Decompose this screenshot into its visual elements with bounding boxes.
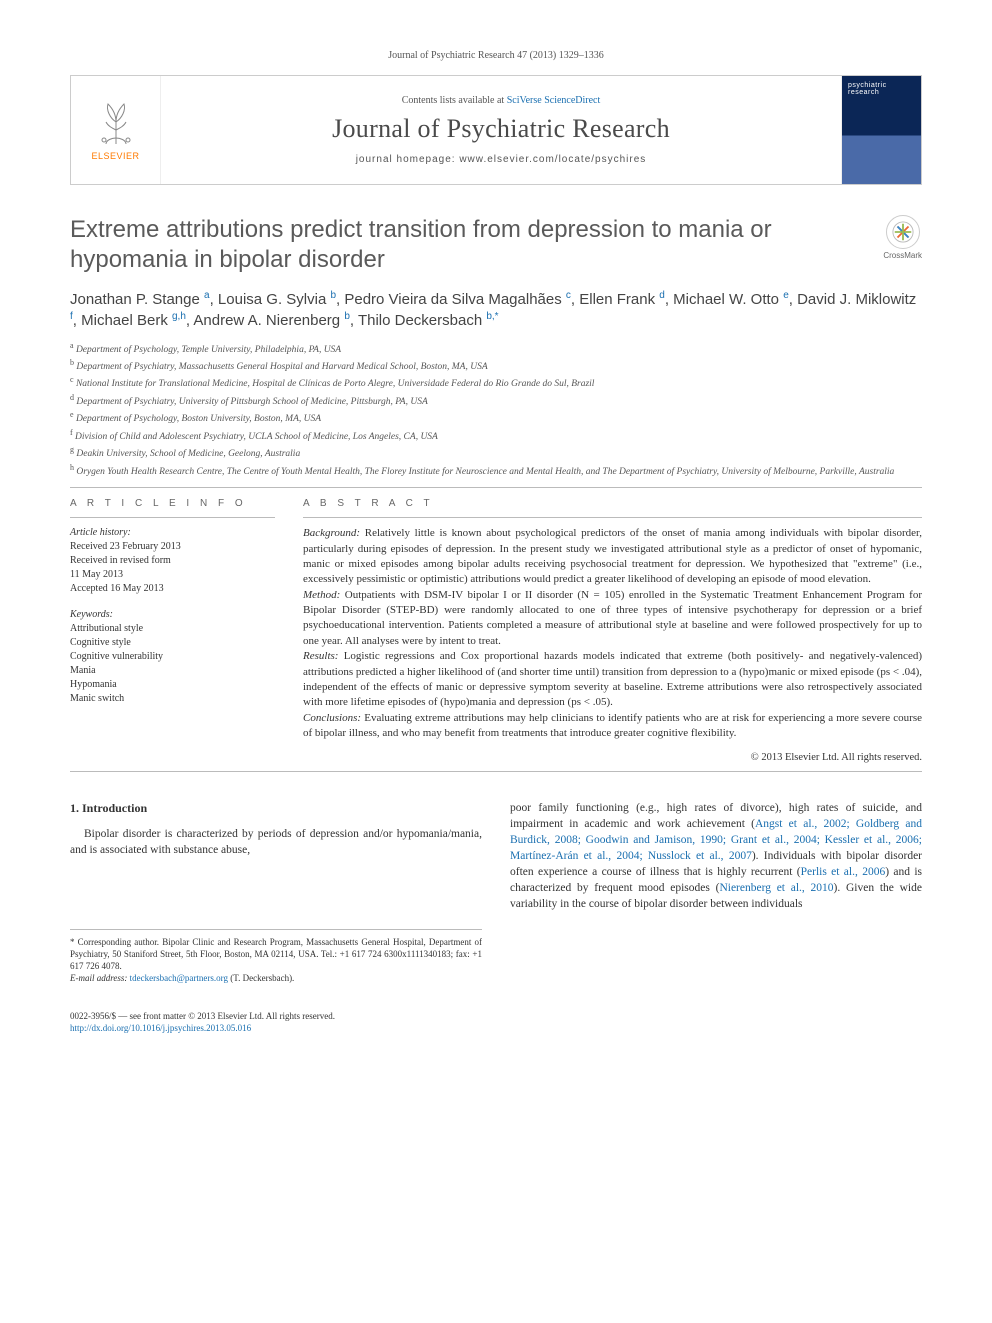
publisher-name: ELSEVIER: [91, 151, 139, 161]
abstract-background: Relatively little is known about psychol…: [303, 527, 922, 585]
body-column-right: poor family functioning (e.g., high rate…: [510, 800, 922, 985]
abstract-method: Outpatients with DSM-IV bipolar I or II …: [303, 589, 922, 647]
keyword: Manic switch: [70, 692, 275, 706]
info-rule: [70, 517, 275, 518]
abstract-conclusions-label: Conclusions:: [303, 712, 361, 724]
keyword: Cognitive style: [70, 636, 275, 650]
contents-available-line: Contents lists available at SciVerse Sci…: [402, 95, 601, 106]
abstract-copyright: © 2013 Elsevier Ltd. All rights reserved…: [303, 752, 922, 763]
abstract-rule: [303, 517, 922, 518]
affiliation-line: c National Institute for Translational M…: [70, 374, 922, 391]
affiliation-line: f Division of Child and Adolescent Psych…: [70, 427, 922, 444]
footer-issn-line: 0022-3956/$ — see front matter © 2013 El…: [70, 1010, 922, 1022]
banner-middle: Contents lists available at SciVerse Sci…: [161, 76, 841, 184]
intro-paragraph-right: poor family functioning (e.g., high rate…: [510, 800, 922, 913]
crossmark-icon: [886, 215, 920, 249]
article-title: Extreme attributions predict transition …: [70, 215, 867, 275]
corr-email-link[interactable]: tdeckersbach@partners.org: [130, 973, 228, 983]
journal-cover-thumbnail[interactable]: psychiatric research: [841, 76, 921, 184]
journal-homepage-line: journal homepage: www.elsevier.com/locat…: [356, 154, 647, 165]
citation-link[interactable]: Nierenberg et al., 2010: [719, 882, 833, 894]
homepage-label: journal homepage:: [356, 154, 460, 165]
abstract-results: Logistic regressions and Cox proportiona…: [303, 650, 922, 708]
affiliation-line: b Department of Psychiatry, Massachusett…: [70, 357, 922, 374]
article-history-block: Article history: Received 23 February 20…: [70, 526, 275, 596]
corr-email-label: E-mail address:: [70, 973, 127, 983]
abstract-method-label: Method:: [303, 589, 340, 601]
journal-name: Journal of Psychiatric Research: [332, 114, 670, 144]
intro-paragraph-left: Bipolar disorder is characterized by per…: [70, 826, 482, 858]
affiliation-line: h Orygen Youth Health Research Centre, T…: [70, 462, 922, 479]
history-label: Article history:: [70, 526, 275, 540]
affiliation-line: a Department of Psychology, Temple Unive…: [70, 340, 922, 357]
keyword: Cognitive vulnerability: [70, 650, 275, 664]
page-container: Journal of Psychiatric Research 47 (2013…: [0, 0, 992, 1074]
affiliation-line: e Department of Psychology, Boston Unive…: [70, 409, 922, 426]
divider-rule: [70, 487, 922, 488]
history-line: Received 23 February 2013: [70, 540, 275, 554]
citation-link[interactable]: Perlis et al., 2006: [801, 866, 886, 878]
affiliation-line: d Department of Psychiatry, University o…: [70, 392, 922, 409]
body-column-left: 1. Introduction Bipolar disorder is char…: [70, 800, 482, 985]
author-list: Jonathan P. Stange a, Louisa G. Sylvia b…: [70, 289, 922, 332]
crossmark-label: CrossMark: [883, 251, 922, 260]
corr-email-person: (T. Deckersbach).: [230, 973, 294, 983]
homepage-url[interactable]: www.elsevier.com/locate/psychires: [459, 154, 646, 165]
title-row: Extreme attributions predict transition …: [70, 215, 922, 275]
section-heading-intro: 1. Introduction: [70, 800, 482, 817]
abstract-background-label: Background:: [303, 527, 360, 539]
keyword: Attributional style: [70, 622, 275, 636]
corr-text: Corresponding author. Bipolar Clinic and…: [70, 937, 482, 971]
info-abstract-row: A R T I C L E I N F O Article history: R…: [70, 498, 922, 762]
crossmark-widget[interactable]: CrossMark: [883, 215, 922, 260]
abstract-text: Background: Relatively little is known a…: [303, 526, 922, 741]
abstract-conclusions: Evaluating extreme attributions may help…: [303, 712, 922, 739]
cover-title: psychiatric research: [848, 82, 915, 96]
abstract-results-label: Results:: [303, 650, 338, 662]
journal-banner: ELSEVIER Contents lists available at Sci…: [70, 75, 922, 185]
divider-rule-lower: [70, 771, 922, 772]
history-line: 11 May 2013: [70, 568, 275, 582]
elsevier-tree-icon: [91, 99, 141, 149]
footer-doi-link[interactable]: http://dx.doi.org/10.1016/j.jpsychires.2…: [70, 1023, 251, 1033]
section-title: Introduction: [82, 801, 147, 815]
keywords-label: Keywords:: [70, 608, 275, 622]
abstract-heading: A B S T R A C T: [303, 498, 922, 509]
article-info-column: A R T I C L E I N F O Article history: R…: [70, 498, 275, 762]
history-line: Accepted 16 May 2013: [70, 582, 275, 596]
contents-prefix: Contents lists available at: [402, 95, 507, 106]
publisher-logo-box[interactable]: ELSEVIER: [71, 76, 161, 184]
footer-metadata: 0022-3956/$ — see front matter © 2013 El…: [70, 1010, 922, 1034]
keyword: Mania: [70, 664, 275, 678]
keyword: Hypomania: [70, 678, 275, 692]
section-number: 1.: [70, 801, 79, 815]
affiliation-list: a Department of Psychology, Temple Unive…: [70, 340, 922, 480]
article-info-heading: A R T I C L E I N F O: [70, 498, 275, 509]
keywords-block: Keywords: Attributional style Cognitive …: [70, 608, 275, 706]
body-columns: 1. Introduction Bipolar disorder is char…: [70, 800, 922, 985]
abstract-column: A B S T R A C T Background: Relatively l…: [303, 498, 922, 762]
sciencedirect-link[interactable]: SciVerse ScienceDirect: [507, 95, 601, 106]
history-line: Received in revised form: [70, 554, 275, 568]
citation-header: Journal of Psychiatric Research 47 (2013…: [70, 50, 922, 61]
corresponding-author-footer: * Corresponding author. Bipolar Clinic a…: [70, 929, 482, 985]
affiliation-line: g Deakin University, School of Medicine,…: [70, 444, 922, 461]
